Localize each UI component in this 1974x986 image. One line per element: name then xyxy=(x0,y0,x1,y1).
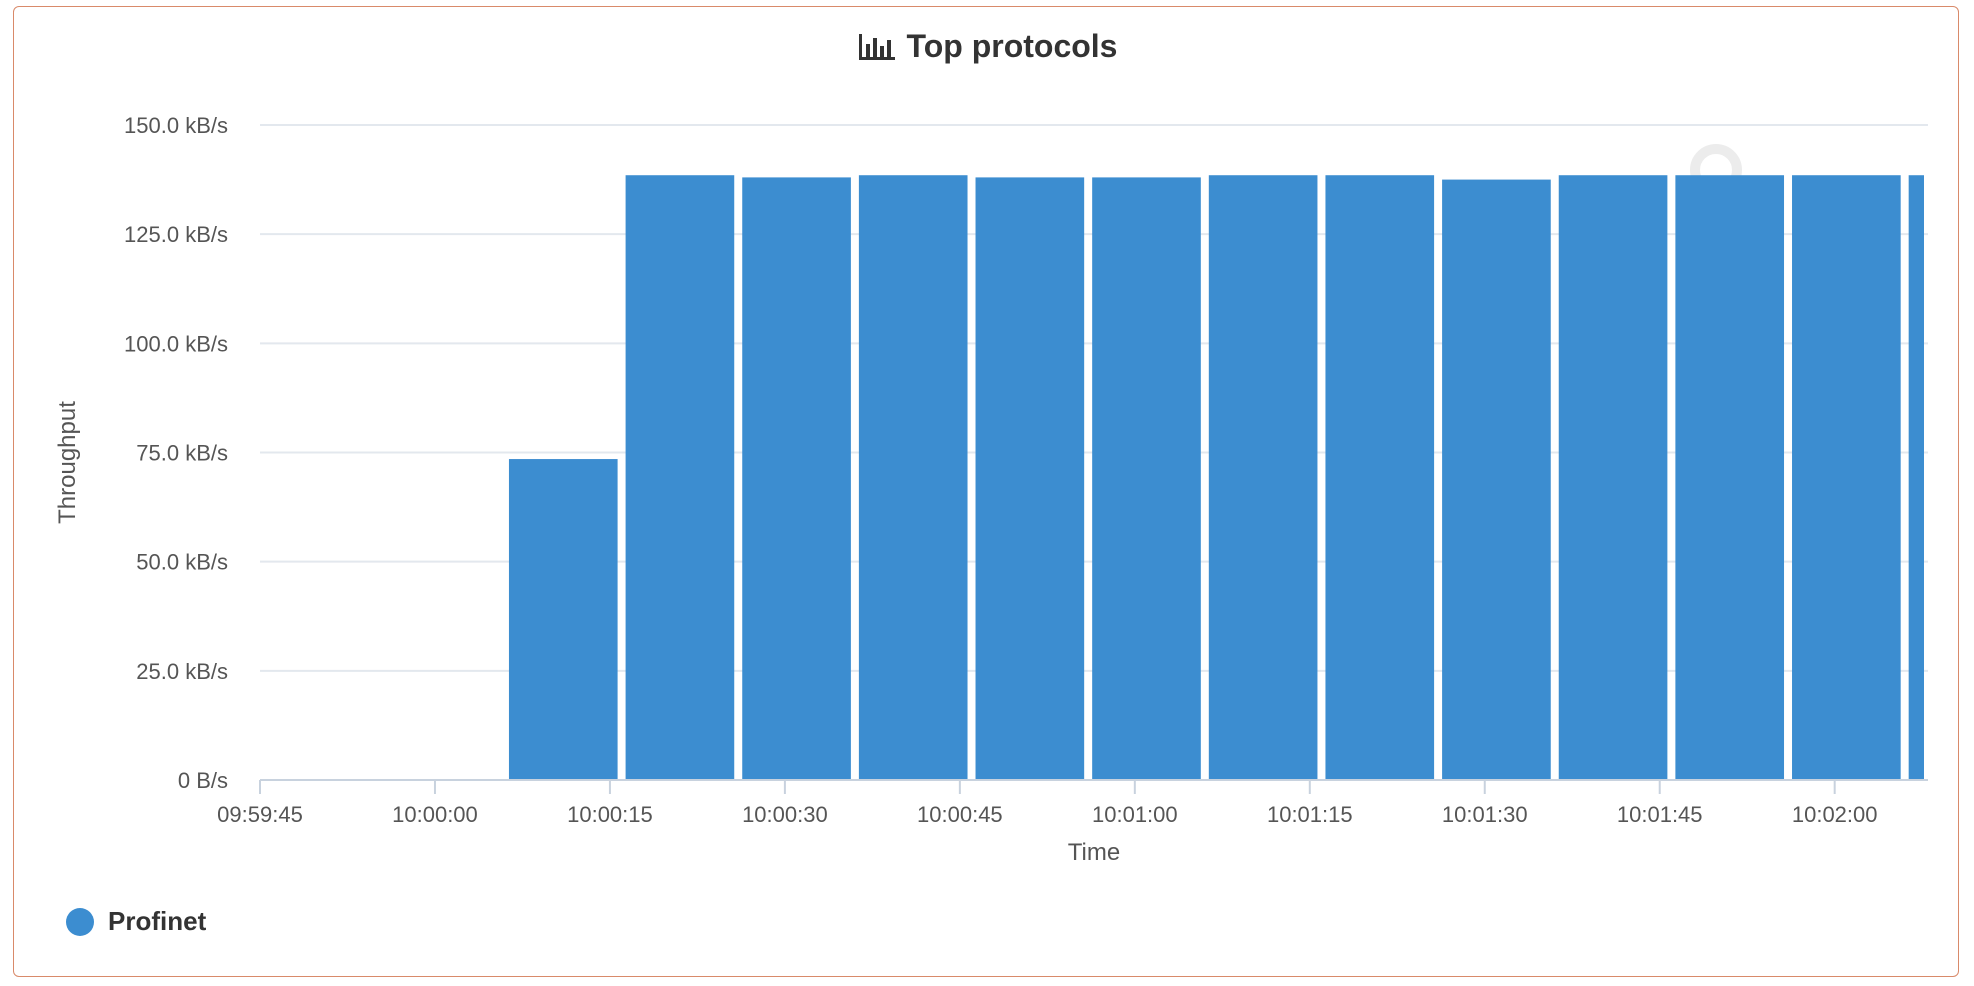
bar[interactable] xyxy=(1792,175,1901,780)
y-tick-label: 25.0 kB/s xyxy=(136,659,228,684)
x-tick-label: 10:02:00 xyxy=(1792,802,1878,827)
bar[interactable] xyxy=(975,177,1085,780)
y-tick-label: 125.0 kB/s xyxy=(124,222,228,247)
y-tick-label: 75.0 kB/s xyxy=(136,441,228,466)
x-tick-labels: 09:59:45 10:00:00 10:00:15 10:00:30 10:00:45… xyxy=(217,780,1878,827)
x-tick-label: 10:00:30 xyxy=(742,802,828,827)
x-tick-label: 10:00:00 xyxy=(392,802,478,827)
chart-area: 0 B/s 25.0 kB/s 50.0 kB/s 75.0 kB/s 100.0 kB… xyxy=(54,113,1928,866)
chart-title-text: Top protocols xyxy=(906,28,1118,64)
bar[interactable] xyxy=(1558,175,1668,780)
x-tick-label: 10:01:30 xyxy=(1442,802,1528,827)
bar[interactable] xyxy=(1325,175,1435,780)
x-tick-label: 10:00:45 xyxy=(917,802,1003,827)
x-tick-label: 10:01:45 xyxy=(1617,802,1703,827)
x-tick-label: 10:01:00 xyxy=(1092,802,1178,827)
bar[interactable] xyxy=(1092,177,1201,780)
y-tick-label: 100.0 kB/s xyxy=(124,331,228,356)
bar[interactable] xyxy=(858,175,968,780)
bar[interactable] xyxy=(1442,179,1551,781)
bars xyxy=(508,175,1924,781)
x-axis-title: Time xyxy=(1068,839,1120,866)
y-tick-labels: 0 B/s 25.0 kB/s 50.0 kB/s 75.0 kB/s 100.0 kB… xyxy=(124,113,228,793)
y-tick-label: 150.0 kB/s xyxy=(124,113,228,138)
y-axis-title: Throughput xyxy=(54,401,81,524)
bar[interactable] xyxy=(1908,175,1924,780)
bar[interactable] xyxy=(625,175,735,780)
legend[interactable]: Profinet xyxy=(66,906,206,937)
bar[interactable] xyxy=(508,459,618,780)
bar-chart-icon xyxy=(858,33,895,60)
bar[interactable] xyxy=(1208,175,1318,780)
legend-label: Profinet xyxy=(108,906,207,936)
y-tick-label: 0 B/s xyxy=(178,768,228,793)
bar[interactable] xyxy=(1675,175,1785,780)
chart-title: Top protocols xyxy=(0,28,1974,65)
x-tick-label: 10:00:15 xyxy=(567,802,653,827)
x-tick-label: 09:59:45 xyxy=(217,802,303,827)
legend-marker-icon xyxy=(66,907,94,936)
x-tick-label: 10:01:15 xyxy=(1267,802,1353,827)
bar[interactable] xyxy=(742,177,851,780)
y-tick-label: 50.0 kB/s xyxy=(136,550,228,575)
